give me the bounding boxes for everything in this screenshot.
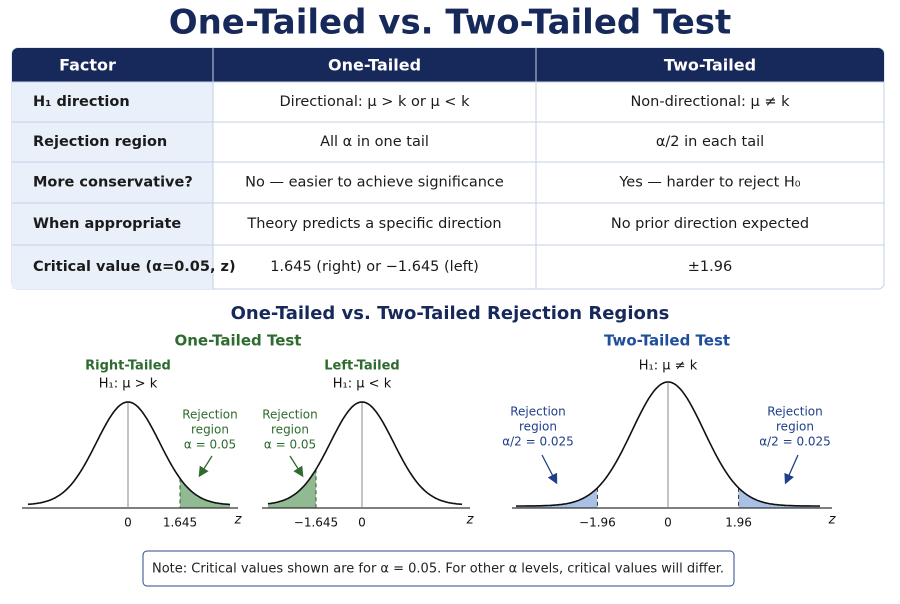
- region-label: Rejection: [510, 405, 565, 419]
- curve: [27, 401, 230, 506]
- table-cell: All α in one tail: [320, 134, 429, 150]
- region-label: region: [191, 423, 229, 437]
- arrow: [198, 455, 213, 478]
- row-label: H₁ direction: [33, 94, 130, 110]
- axis-label: z: [828, 513, 837, 528]
- region-label: region: [519, 420, 557, 434]
- table-cell: Directional: μ > k or μ < k: [280, 94, 471, 110]
- row-label: Rejection region: [33, 134, 167, 150]
- row-label: Critical value (α=0.05, z): [33, 259, 236, 275]
- axis-label: z: [234, 513, 243, 528]
- curve: [516, 381, 820, 507]
- table-header-bg: [12, 48, 884, 82]
- panel-title: Right-Tailed: [85, 359, 171, 374]
- table-cell: Non-directional: μ ≠ k: [630, 94, 790, 110]
- table-cell: ±1.96: [688, 259, 732, 275]
- page-title: One-Tailed vs. Two-Tailed Test: [169, 3, 732, 43]
- note-box: [142, 550, 735, 587]
- region-label: region: [776, 420, 814, 434]
- table-cell: Yes — harder to reject H₀: [618, 175, 800, 191]
- axis-label: z: [466, 513, 475, 528]
- table-cell: 1.645 (right) or −1.645 (left): [270, 259, 479, 275]
- arrow: [541, 454, 558, 485]
- header-cell: Factor: [59, 56, 116, 75]
- region-label: α/2 = 0.025: [502, 435, 574, 449]
- hypothesis: H₁: μ ≠ k: [639, 359, 698, 374]
- tick-label: 0: [124, 516, 132, 530]
- arrow: [784, 454, 799, 485]
- header-cell: One-Tailed: [328, 56, 421, 75]
- rejection-area: [516, 488, 598, 508]
- label-column: [12, 82, 213, 289]
- tick-label: 0: [358, 516, 366, 530]
- curve: [267, 401, 463, 506]
- arrow: [289, 455, 304, 478]
- panel-title: Left-Tailed: [324, 359, 399, 374]
- region-label: α/2 = 0.025: [759, 435, 831, 449]
- tick-label: 1.96: [725, 516, 752, 530]
- tick-label: −1.645: [294, 516, 338, 530]
- tick-label: 1.645: [163, 516, 197, 530]
- note: Note: Critical values shown are for α = …: [152, 562, 724, 577]
- one-tailed-title: One-Tailed Test: [175, 332, 302, 350]
- tick-label: −1.96: [579, 516, 616, 530]
- row-label: More conservative?: [33, 175, 193, 191]
- hypothesis: H₁: μ < k: [333, 377, 392, 392]
- rejection-area: [268, 469, 316, 508]
- region-label: Rejection: [767, 405, 822, 419]
- hypothesis: H₁: μ > k: [99, 377, 158, 392]
- row-label: When appropriate: [33, 216, 181, 232]
- two-tailed-title: Two-Tailed Test: [604, 332, 730, 350]
- region-label: Rejection: [182, 408, 237, 422]
- region-label: Rejection: [262, 408, 317, 422]
- rejection-area: [738, 487, 820, 508]
- table-cell: α/2 in each tail: [656, 134, 764, 150]
- region-label: region: [271, 423, 309, 437]
- region-label: α = 0.05: [264, 438, 316, 452]
- region-label: α = 0.05: [184, 438, 236, 452]
- tick-label: 0: [664, 516, 672, 530]
- rejection-area: [180, 478, 230, 508]
- table-cell: No — easier to achieve significance: [245, 175, 504, 191]
- table-cell: No prior direction expected: [611, 216, 809, 232]
- table-cell: Theory predicts a specific direction: [246, 216, 501, 232]
- figure-title: One-Tailed vs. Two-Tailed Rejection Regi…: [231, 303, 670, 324]
- header-cell: Two-Tailed: [664, 56, 756, 75]
